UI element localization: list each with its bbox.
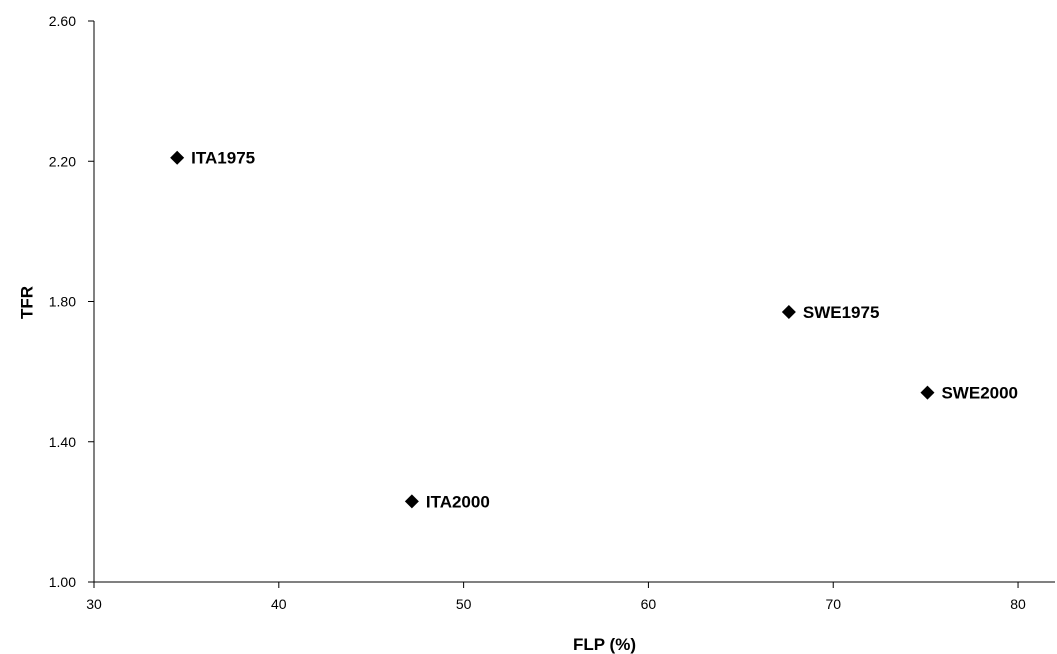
y-tick-label: 2.60 xyxy=(49,13,76,29)
y-tick-label: 1.40 xyxy=(49,434,76,450)
data-point: SWE1975 xyxy=(781,303,880,322)
y-axis-title: TFR xyxy=(17,286,36,319)
x-tick-label: 40 xyxy=(271,596,287,612)
data-points: ITA1975 ITA2000 SWE1975 SWE2000 xyxy=(170,149,1018,511)
x-tick-label: 80 xyxy=(1010,596,1026,612)
axes xyxy=(93,21,1055,583)
tick-marks xyxy=(88,20,1019,588)
diamond-marker xyxy=(404,494,419,509)
data-point: ITA2000 xyxy=(404,492,490,511)
diamond-marker xyxy=(781,305,796,320)
tick-labels: 1.00 1.40 1.80 2.20 2.60 30 40 50 60 70 80 xyxy=(49,13,1026,612)
data-label: SWE2000 xyxy=(941,384,1018,403)
x-tick-label: 60 xyxy=(641,596,657,612)
y-tick-label: 1.80 xyxy=(49,294,76,310)
data-label: ITA2000 xyxy=(426,492,490,511)
data-label: ITA1975 xyxy=(191,149,255,168)
diamond-marker xyxy=(920,385,935,400)
diamond-marker xyxy=(170,150,185,165)
data-point: SWE2000 xyxy=(920,384,1018,403)
x-tick-label: 30 xyxy=(86,596,102,612)
x-tick-label: 70 xyxy=(825,596,841,612)
y-tick-label: 2.20 xyxy=(49,153,76,169)
x-axis-title: FLP (%) xyxy=(573,635,636,654)
data-label: SWE1975 xyxy=(803,303,880,322)
y-tick-label: 1.00 xyxy=(49,574,76,590)
x-tick-label: 50 xyxy=(456,596,472,612)
data-point: ITA1975 xyxy=(170,149,255,168)
